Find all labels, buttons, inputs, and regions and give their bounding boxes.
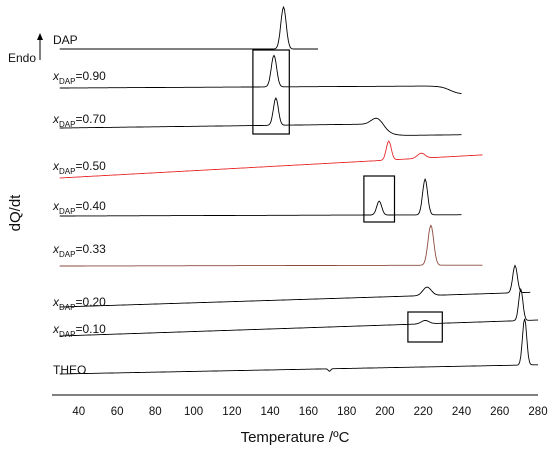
curve-x-dap-0-70 bbox=[59, 96, 462, 136]
x-tick-label: 80 bbox=[149, 406, 162, 418]
highlight-box-3 bbox=[407, 311, 443, 343]
curve-theo bbox=[59, 318, 538, 375]
series-label-x-dap-0-40: xDAP=0.40 bbox=[52, 199, 106, 216]
curve-x-dap-0-50 bbox=[59, 140, 483, 179]
highlight-box-1 bbox=[252, 49, 290, 135]
series-label-x-dap-0-50: xDAP=0.50 bbox=[52, 159, 106, 176]
series-label-x-dap-0-20: xDAP=0.20 bbox=[52, 295, 106, 312]
series-labels-layer: DAP xDAP=0.90 xDAP=0.70 xDAP=0.50 xDAP=0.40 x… bbox=[52, 33, 106, 377]
curve-x-dap-0-20 bbox=[59, 264, 531, 308]
y-axis-title: dQ/dt bbox=[7, 194, 24, 232]
x-tick-label: 60 bbox=[111, 406, 124, 418]
series-label-x-dap-0-70: xDAP=0.70 bbox=[52, 112, 106, 129]
curve-x-dap-0-40 bbox=[59, 177, 462, 217]
x-tick-label: 180 bbox=[337, 406, 356, 418]
endo-label: Endo bbox=[8, 51, 36, 65]
series-label-x-dap-0-90: xDAP=0.90 bbox=[52, 69, 106, 86]
x-tick-label: 220 bbox=[414, 406, 433, 418]
series-label-x-dap-0-33: xDAP=0.33 bbox=[52, 242, 106, 259]
curves-layer bbox=[59, 5, 539, 375]
curve-dap bbox=[59, 5, 318, 50]
x-tick-label: 120 bbox=[222, 406, 241, 418]
x-tick-label: 200 bbox=[375, 406, 394, 418]
x-tick-label: 280 bbox=[528, 406, 547, 418]
x-ticks-layer: 40 60 80 100 120 140 160 180 200 220 240 260 280 bbox=[72, 406, 547, 418]
highlight-box-2 bbox=[363, 175, 396, 223]
curve-x-dap-0-90 bbox=[59, 54, 462, 95]
x-axis-title: Temperature /ºC bbox=[241, 429, 350, 446]
endo-arrow-head-icon bbox=[37, 33, 43, 40]
endo-indicator: Endo bbox=[8, 33, 43, 65]
series-label-dap: DAP bbox=[53, 33, 78, 47]
highlight-boxes-layer bbox=[252, 49, 443, 343]
x-tick-label: 160 bbox=[299, 406, 318, 418]
x-tick-label: 100 bbox=[184, 406, 203, 418]
series-label-theo: THEO bbox=[53, 363, 86, 377]
curve-x-dap-0-33 bbox=[59, 224, 483, 267]
x-tick-label: 240 bbox=[452, 406, 471, 418]
curve-x-dap-0-10 bbox=[59, 287, 539, 337]
x-tick-label: 40 bbox=[72, 406, 85, 418]
series-label-x-dap-0-10: xDAP=0.10 bbox=[52, 322, 106, 339]
x-tick-label: 260 bbox=[490, 406, 509, 418]
x-tick-label: 140 bbox=[261, 406, 280, 418]
